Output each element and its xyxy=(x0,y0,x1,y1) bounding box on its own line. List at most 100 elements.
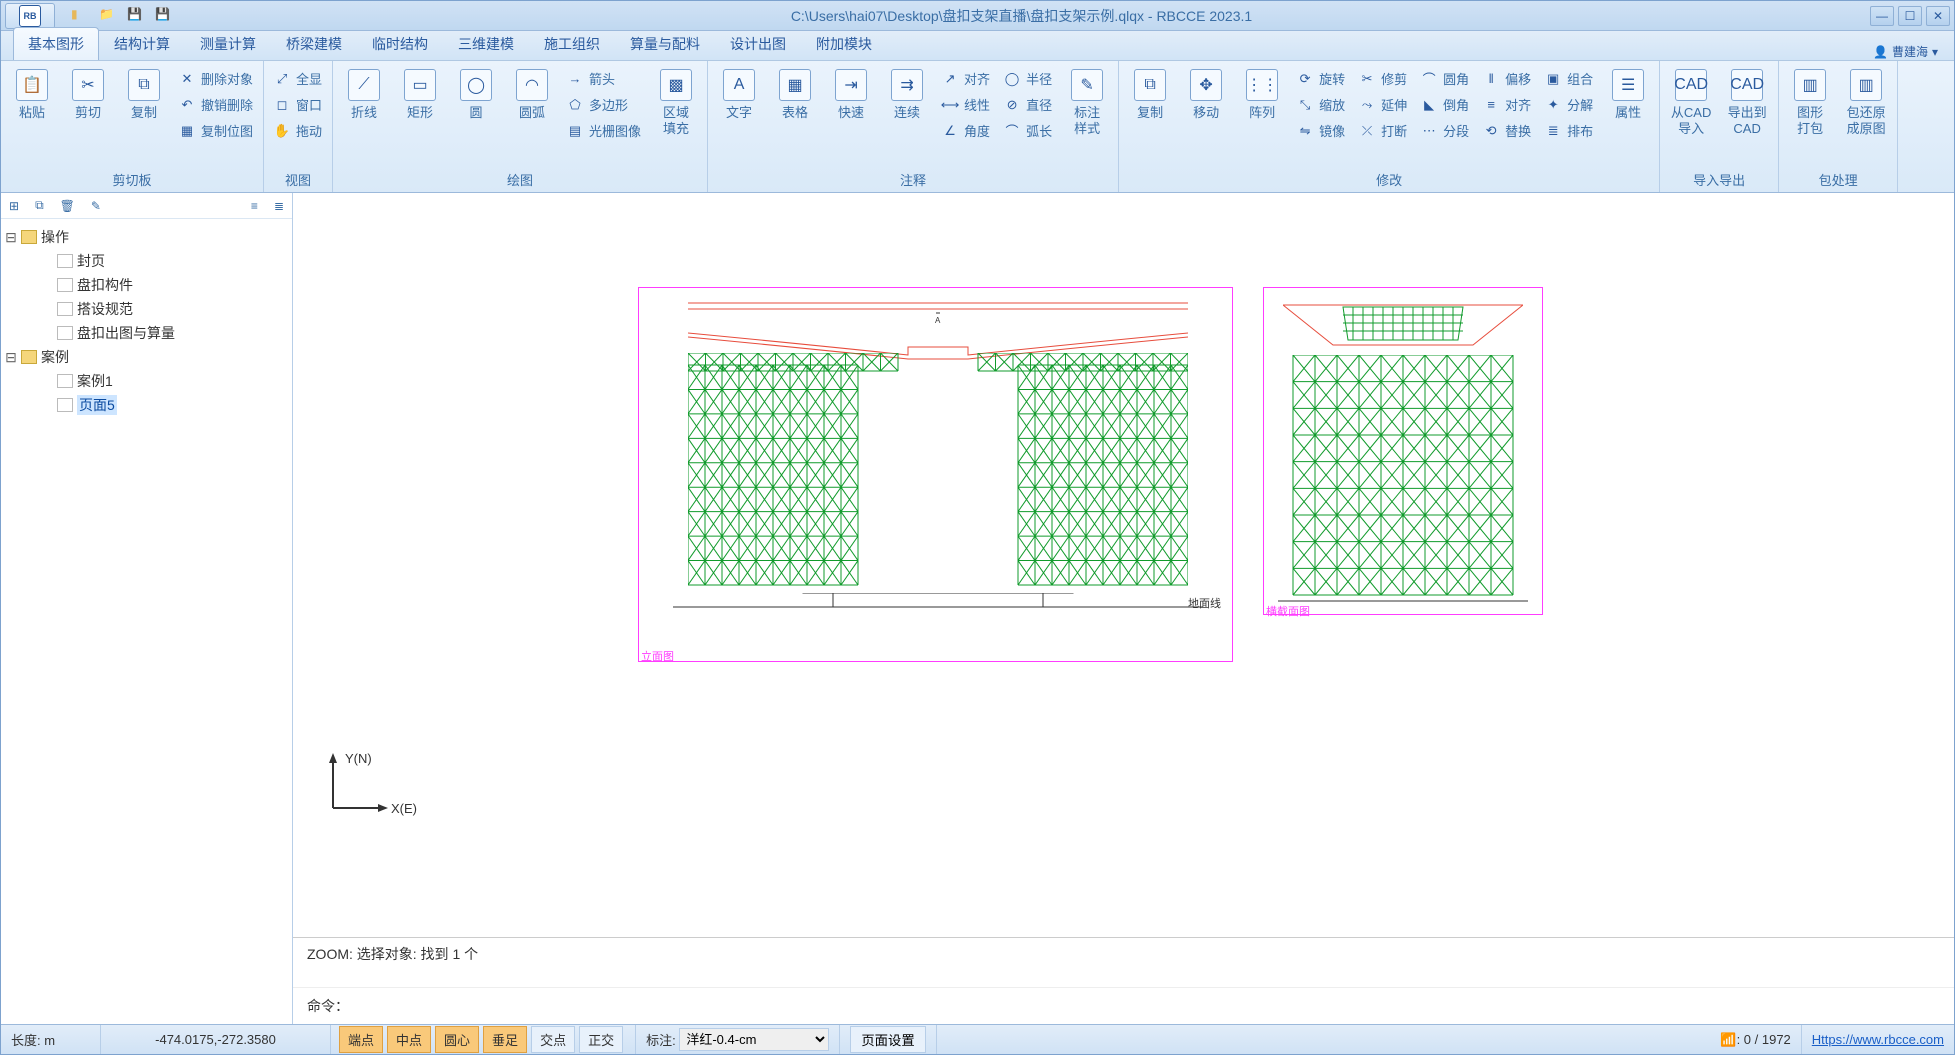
app-menu[interactable]: RB xyxy=(5,3,55,29)
continue-button[interactable]: ⇉连续 xyxy=(880,65,934,125)
tab-9[interactable]: 附加模块 xyxy=(801,27,887,60)
fillet[interactable]: ⌒圆角 xyxy=(1419,67,1471,90)
chamfer[interactable]: ◣倒角 xyxy=(1419,93,1471,116)
tab-5[interactable]: 三维建模 xyxy=(443,27,529,60)
user-name: 曹建海 xyxy=(1892,43,1928,60)
region-fill[interactable]: ▩区域填充 xyxy=(649,65,703,140)
text-button[interactable]: A文字 xyxy=(712,65,766,125)
raster-image[interactable]: ▤光栅图像 xyxy=(565,119,643,142)
tree-item[interactable]: 案例1 xyxy=(23,369,288,393)
tab-7[interactable]: 算量与配料 xyxy=(615,27,715,60)
side-indent-icon[interactable]: ≡ xyxy=(251,199,258,213)
tree-group[interactable]: ⊟案例 xyxy=(5,345,288,369)
polyline-button[interactable]: ⟋折线 xyxy=(337,65,391,125)
pan[interactable]: ✋拖动 xyxy=(272,119,324,142)
window-zoom[interactable]: ◻窗口 xyxy=(272,93,324,116)
minimize-button[interactable]: — xyxy=(1870,6,1894,26)
side-edit-icon[interactable]: ✎ xyxy=(91,199,101,213)
paste-button[interactable]: 📋粘贴 xyxy=(5,65,59,125)
delete-object[interactable]: ✕删除对象 xyxy=(177,67,255,90)
copy-button[interactable]: ⧉复制 xyxy=(117,65,171,125)
scale[interactable]: ⤡缩放 xyxy=(1295,93,1347,116)
tab-2[interactable]: 测量计算 xyxy=(185,27,271,60)
qat-new-icon[interactable]: ▮ xyxy=(71,7,89,25)
show-all[interactable]: ⤢全显 xyxy=(272,67,324,90)
cut-button[interactable]: ✂剪切 xyxy=(61,65,115,125)
pack-graphics[interactable]: ▥图形打包 xyxy=(1783,65,1837,140)
tree-item[interactable]: 盘扣构件 xyxy=(23,273,288,297)
show-all-icon: ⤢ xyxy=(274,71,290,87)
diameter-dim[interactable]: ⊘直径 xyxy=(1002,93,1054,116)
viewport[interactable]: 立面图 A 地面 xyxy=(293,193,1954,937)
user-menu[interactable]: 👤 曹建海 ▾ xyxy=(1873,43,1942,60)
snap-endpoint[interactable]: 端点 xyxy=(339,1026,383,1053)
mod-move[interactable]: ✥移动 xyxy=(1179,65,1233,125)
maximize-button[interactable]: ☐ xyxy=(1898,6,1922,26)
rect-button[interactable]: ▭矩形 xyxy=(393,65,447,125)
snap-midpoint[interactable]: 中点 xyxy=(387,1026,431,1053)
dim-style-select[interactable]: 洋红-0.4-cm xyxy=(679,1028,829,1051)
replace[interactable]: ⟲替换 xyxy=(1481,119,1533,142)
snap-ortho[interactable]: 正交 xyxy=(579,1026,623,1053)
extend[interactable]: ⤳延伸 xyxy=(1357,93,1409,116)
mod-copy[interactable]: ⧉复制 xyxy=(1123,65,1177,125)
undo-delete-icon: ↶ xyxy=(179,97,195,113)
properties[interactable]: ☰属性 xyxy=(1601,65,1655,125)
rotate[interactable]: ⟳旋转 xyxy=(1295,67,1347,90)
explode[interactable]: ✦分解 xyxy=(1543,93,1595,116)
tree-item[interactable]: 页面5 xyxy=(23,393,288,417)
radius-dim[interactable]: ◯半径 xyxy=(1002,67,1054,90)
arrange[interactable]: ≣排布 xyxy=(1543,119,1595,142)
command-input[interactable] xyxy=(353,998,1940,1014)
linear-dim-icon: ⟷ xyxy=(942,97,958,113)
side-delete-icon[interactable]: 🗑 xyxy=(60,199,75,213)
tab-3[interactable]: 桥梁建模 xyxy=(271,27,357,60)
arrow[interactable]: →箭头 xyxy=(565,67,643,90)
tree-item[interactable]: 封页 xyxy=(23,249,288,273)
tab-1[interactable]: 结构计算 xyxy=(99,27,185,60)
trim[interactable]: ✂修剪 xyxy=(1357,67,1409,90)
tree-item[interactable]: 搭设规范 xyxy=(23,297,288,321)
group[interactable]: ▣组合 xyxy=(1543,67,1595,90)
close-button[interactable]: ✕ xyxy=(1926,6,1950,26)
arclen-dim[interactable]: ⌒弧长 xyxy=(1002,119,1054,142)
snap-center[interactable]: 圆心 xyxy=(435,1026,479,1053)
qat-saveas-icon[interactable]: 💾 xyxy=(155,7,173,25)
tab-4[interactable]: 临时结构 xyxy=(357,27,443,60)
linear-dim[interactable]: ⟷线性 xyxy=(940,93,992,116)
table-button[interactable]: ▦表格 xyxy=(768,65,822,125)
tree-group[interactable]: ⊟操作 xyxy=(5,225,288,249)
break[interactable]: ⤫打断 xyxy=(1357,119,1409,142)
mirror[interactable]: ⇋镜像 xyxy=(1295,119,1347,142)
qat-save-icon[interactable]: 💾 xyxy=(127,7,145,25)
snap-perp[interactable]: 垂足 xyxy=(483,1026,527,1053)
status-url[interactable]: Https://www.rbcce.com xyxy=(1812,1032,1944,1047)
polygon[interactable]: ⬠多边形 xyxy=(565,93,643,116)
align-dim[interactable]: ↗对齐 xyxy=(940,67,992,90)
side-copy-icon[interactable]: ⧉ xyxy=(35,198,44,213)
from-cad[interactable]: CAD从CAD导入 xyxy=(1664,65,1718,140)
tab-6[interactable]: 施工组织 xyxy=(529,27,615,60)
mod-array[interactable]: ⋮⋮阵列 xyxy=(1235,65,1289,125)
arc-button[interactable]: ◠圆弧 xyxy=(505,65,559,125)
tree-item[interactable]: 盘扣出图与算量 xyxy=(23,321,288,345)
restore-pack[interactable]: ▥包还原成原图 xyxy=(1839,65,1893,140)
side-outdent-icon[interactable]: ≣ xyxy=(274,199,284,213)
copy-bitmap[interactable]: ▦复制位图 xyxy=(177,119,255,142)
undo-delete[interactable]: ↶撤销删除 xyxy=(177,93,255,116)
tab-8[interactable]: 设计出图 xyxy=(715,27,801,60)
offset[interactable]: ‖偏移 xyxy=(1481,67,1533,90)
page-setup-button[interactable]: 页面设置 xyxy=(850,1026,925,1053)
circle-button[interactable]: ◯圆 xyxy=(449,65,503,125)
to-cad[interactable]: CAD导出到CAD xyxy=(1720,65,1774,140)
quick-button[interactable]: ⇥快速 xyxy=(824,65,878,125)
qat-open-icon[interactable]: 📁 xyxy=(99,7,117,25)
window-zoom-icon: ◻ xyxy=(274,97,290,113)
tab-0[interactable]: 基本图形 xyxy=(13,27,99,60)
angle-dim[interactable]: ∠角度 xyxy=(940,119,992,142)
divide[interactable]: ⋯分段 xyxy=(1419,119,1471,142)
align[interactable]: ≡对齐 xyxy=(1481,93,1533,116)
dim-style[interactable]: ✎标注样式 xyxy=(1060,65,1114,140)
side-add-icon[interactable]: ⊞ xyxy=(9,199,19,213)
snap-inters[interactable]: 交点 xyxy=(531,1026,575,1053)
